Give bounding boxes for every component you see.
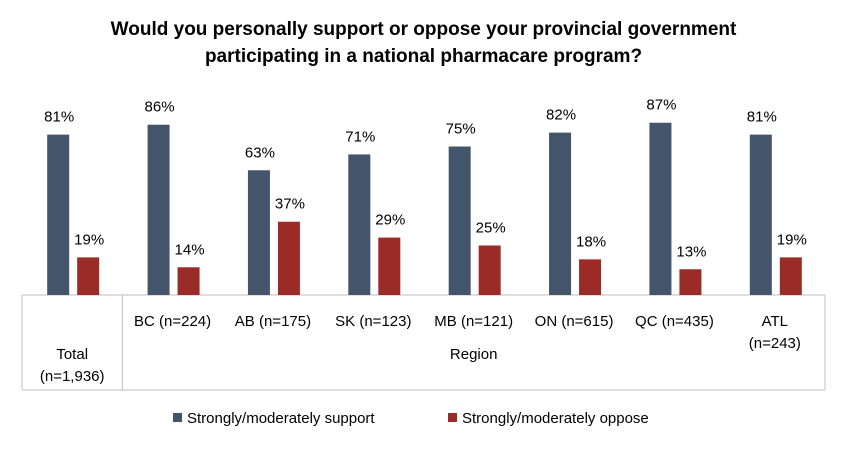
data-label: 75% [446,121,476,138]
bar [47,134,70,295]
data-label: 86% [145,99,175,116]
data-label: 37% [275,196,305,213]
data-label: 71% [345,128,375,145]
bar [478,245,501,295]
data-label: 19% [777,231,807,248]
data-label: 81% [747,109,777,126]
x-tick-label: Total (n=1,936) [39,346,105,385]
x-tick-label: QC (n=435) [635,313,714,330]
data-label: 29% [375,212,405,229]
x-tick-label: ATL (n=243) [748,313,801,352]
bar [277,221,300,295]
data-label: 63% [245,144,275,161]
data-label: 13% [676,243,706,260]
bar [378,237,401,295]
group-label: Region [449,346,498,363]
legend-label: Strongly/moderately support [187,410,375,427]
x-tick-label: ON (n=615) [534,313,614,330]
legend-swatch [448,413,457,422]
legend-label: Strongly/moderately oppose [462,410,649,427]
chart-title: Would you personally support or oppose y… [110,19,737,67]
data-label: 25% [476,220,506,237]
bar [147,124,170,295]
data-label: 14% [175,241,205,258]
legend-swatch [173,413,182,422]
bar [247,170,270,295]
data-label: 82% [546,107,576,124]
x-tick-label: BC (n=224) [134,313,212,330]
bar [749,134,772,295]
data-label: 18% [576,233,606,250]
x-tick-label: AB (n=175) [234,313,312,330]
bar [649,122,672,296]
data-label: 19% [74,231,104,248]
bar [448,146,471,295]
data-label: 81% [44,109,74,126]
data-label: 87% [646,97,676,114]
bar [779,257,802,295]
bar [549,132,572,295]
bar [579,259,602,295]
bar [348,154,371,295]
bar [77,257,100,295]
bar [177,267,200,295]
bar [679,269,702,295]
x-tick-label: SK (n=123) [335,313,412,330]
x-tick-label: MB (n=121) [434,313,514,330]
